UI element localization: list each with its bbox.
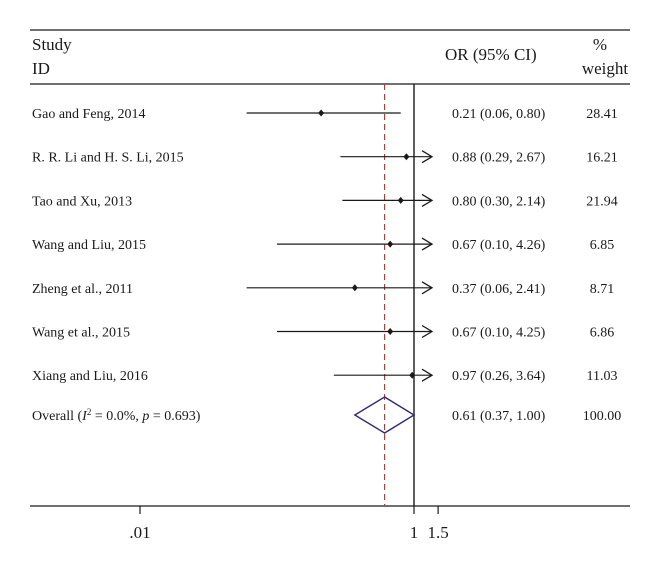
study-label: Gao and Feng, 2014 bbox=[32, 107, 146, 122]
or-ci-value: 0.80 (0.30, 2.14) bbox=[452, 194, 546, 209]
header-study: Study bbox=[32, 35, 72, 54]
x-axis: .01 1 1.5 bbox=[129, 506, 449, 542]
study-label: R. R. Li and H. S. Li, 2015 bbox=[32, 151, 184, 166]
header-weight: weight bbox=[582, 59, 629, 78]
ci-arrow bbox=[421, 368, 434, 382]
ci-arrow bbox=[421, 237, 434, 251]
study-row: Wang and Liu, 2015 0.67 (0.10, 4.26) 6.85 bbox=[32, 237, 615, 253]
or-ci-value: 0.37 (0.06, 2.41) bbox=[452, 282, 546, 297]
study-row: Xiang and Liu, 2016 0.97 (0.26, 3.64) 11.0… bbox=[32, 368, 618, 384]
weight-value: 8.71 bbox=[590, 282, 615, 297]
study-row: Tao and Xu, 2013 0.80 (0.30, 2.14) 21.94 bbox=[32, 193, 618, 209]
overall-row: Overall (I2 = 0.0%, p = 0.693) 0.61 (0.3… bbox=[32, 396, 622, 434]
study-row: Zheng et al., 2011 0.37 (0.06, 2.41) 8.71 bbox=[32, 281, 615, 297]
or-ci-value: 0.21 (0.06, 0.80) bbox=[452, 107, 546, 122]
or-ci-value: 0.67 (0.10, 4.25) bbox=[452, 326, 546, 341]
study-label: Wang et al., 2015 bbox=[32, 326, 130, 341]
ci-arrow bbox=[421, 150, 434, 164]
point-estimate bbox=[318, 109, 325, 117]
weight-value: 21.94 bbox=[586, 194, 618, 209]
weight-value: 16.21 bbox=[586, 151, 618, 166]
study-label: Tao and Xu, 2013 bbox=[32, 194, 132, 209]
overall-label: Overall (I2 = 0.0%, p = 0.693) bbox=[32, 407, 201, 424]
x-tick-label: .01 bbox=[129, 523, 150, 542]
reference-lines bbox=[383, 84, 415, 506]
x-tick-label: 1 bbox=[410, 523, 419, 542]
or-ci-value: 0.88 (0.29, 2.67) bbox=[452, 151, 546, 166]
point-estimate bbox=[387, 240, 394, 248]
point-estimate bbox=[387, 328, 394, 335]
point-estimate bbox=[397, 196, 404, 204]
ci-arrow bbox=[421, 281, 434, 295]
header-percent: % bbox=[593, 35, 607, 54]
ci-arrow bbox=[421, 324, 434, 339]
header-id: ID bbox=[32, 59, 50, 78]
study-label: Xiang and Liu, 2016 bbox=[32, 369, 148, 384]
study-label: Wang and Liu, 2015 bbox=[32, 238, 146, 253]
weight-value: 11.03 bbox=[587, 369, 618, 384]
study-row: Wang et al., 2015 0.67 (0.10, 4.25) 6.86 bbox=[32, 324, 615, 341]
or-ci-value: 0.97 (0.26, 3.64) bbox=[452, 369, 546, 384]
weight-value: 6.86 bbox=[590, 326, 615, 341]
study-row: R. R. Li and H. S. Li, 2015 0.88 (0.29, 2… bbox=[32, 150, 618, 166]
overall-diamond bbox=[353, 396, 416, 434]
point-estimate bbox=[403, 153, 410, 161]
or-ci-value: 0.67 (0.10, 4.26) bbox=[452, 238, 546, 253]
study-row: Gao and Feng, 2014 0.21 (0.06, 0.80) 28.41 bbox=[32, 107, 618, 122]
point-estimate bbox=[409, 371, 416, 379]
x-tick-label: 1.5 bbox=[427, 523, 448, 542]
weight-value: 6.85 bbox=[590, 238, 615, 253]
overall-or-ci: 0.61 (0.37, 1.00) bbox=[452, 409, 546, 424]
ci-arrow bbox=[421, 193, 434, 207]
point-estimate bbox=[351, 284, 358, 292]
overall-weight: 100.00 bbox=[583, 409, 622, 424]
study-rows: Gao and Feng, 2014 0.21 (0.06, 0.80) 28.41… bbox=[32, 107, 618, 384]
study-label: Zheng et al., 2011 bbox=[32, 282, 133, 297]
header-or-ci: OR (95% CI) bbox=[445, 45, 537, 64]
weight-value: 28.41 bbox=[586, 107, 618, 122]
